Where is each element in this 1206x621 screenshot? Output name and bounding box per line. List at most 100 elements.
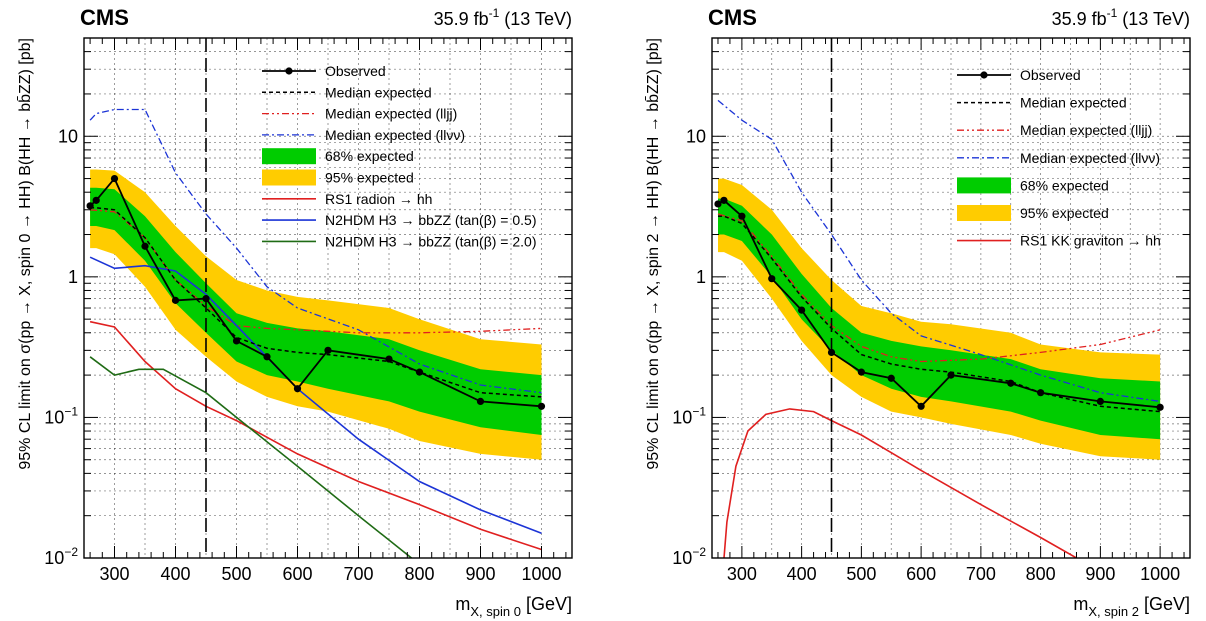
legend-label: Median expected bbox=[325, 84, 432, 100]
legend-entry: Median expected (llνν) bbox=[262, 127, 465, 143]
x-axis-label-unit: [GeV] bbox=[521, 594, 572, 614]
legend-label: Median expected (lljj) bbox=[325, 106, 457, 122]
x-tick-label: 900 bbox=[1085, 564, 1115, 584]
legend: Observed Median expected Median expected (… bbox=[262, 63, 537, 249]
x-tick-label: 300 bbox=[99, 564, 129, 584]
x-tick-label: 400 bbox=[787, 564, 817, 584]
observed-point bbox=[714, 200, 722, 208]
legend-entry: Median expected bbox=[262, 84, 432, 100]
y-tick-label: 10 bbox=[58, 126, 78, 146]
x-axis-label-unit: [GeV] bbox=[1139, 594, 1190, 614]
y-axis-label: 95% CL limit on σ(pp → X, spin 0 → HH) B… bbox=[17, 38, 34, 470]
theory-curve-3 bbox=[89, 356, 413, 558]
axis-ticks bbox=[712, 37, 1190, 559]
y-tick-label: 10−1 bbox=[44, 404, 78, 427]
x-axis-label: mX, spin 0 [GeV] bbox=[455, 594, 572, 619]
lumi-energy: (13 TeV) bbox=[499, 9, 572, 29]
y-tick-exp: −2 bbox=[692, 545, 706, 559]
y-tick-base: 10 bbox=[672, 548, 692, 568]
x-axis-label-sub: X, spin 0 bbox=[470, 604, 521, 619]
y-tick-label: 10−2 bbox=[672, 545, 706, 568]
y-tick-label: 10−2 bbox=[44, 545, 78, 568]
legend-label: RS1 KK graviton → hh bbox=[1020, 233, 1161, 249]
x-axis-label-main: m bbox=[455, 594, 470, 614]
observed-point bbox=[827, 348, 836, 357]
legend-entry: Median expected (lljj) bbox=[957, 122, 1152, 138]
median-expected-llvv-line bbox=[89, 108, 542, 394]
y-tick-base: 1 bbox=[696, 267, 706, 287]
median-expected-llvv-line bbox=[717, 99, 1161, 403]
observed-point bbox=[171, 296, 180, 304]
observed-point bbox=[110, 174, 119, 183]
observed-point bbox=[738, 212, 746, 220]
observed-point bbox=[476, 397, 485, 406]
x-tick-label: 1000 bbox=[521, 564, 561, 584]
y-tick-label: 10−1 bbox=[672, 404, 706, 427]
legend-marker-observed bbox=[980, 71, 988, 79]
legend-swatch-68 bbox=[957, 177, 1011, 194]
y-tick-exp: −2 bbox=[64, 545, 78, 559]
lumi-value: 35.9 fb bbox=[1052, 9, 1107, 29]
observed-point bbox=[887, 374, 895, 382]
lumi-label: 35.9 fb-1 (13 TeV) bbox=[434, 6, 572, 29]
legend-label: 68% expected bbox=[325, 148, 414, 164]
legend-label: 68% expected bbox=[1020, 177, 1109, 193]
legend-label: Observed bbox=[1020, 67, 1081, 83]
legend-entry: RS1 KK graviton → hh bbox=[957, 233, 1161, 249]
plot-area bbox=[712, 38, 1190, 558]
legend-swatch-68 bbox=[262, 148, 316, 165]
y-tick-exp: −1 bbox=[692, 404, 706, 418]
legend-entry: RS1 radion → hh bbox=[262, 191, 432, 207]
lumi-label: 35.9 fb-1 (13 TeV) bbox=[1052, 6, 1190, 29]
observed-point bbox=[86, 202, 94, 210]
legend-label: 95% expected bbox=[1020, 205, 1109, 221]
legend-entry: 68% expected bbox=[262, 148, 414, 165]
x-tick-label: 600 bbox=[282, 564, 312, 584]
legend-label: Observed bbox=[325, 63, 386, 79]
cms-label: CMS bbox=[708, 5, 757, 30]
observed-point bbox=[415, 368, 424, 376]
x-tick-label: 500 bbox=[846, 564, 876, 584]
plot-area bbox=[84, 38, 572, 558]
observed-point bbox=[798, 306, 806, 314]
legend-entry: Median expected bbox=[957, 95, 1127, 111]
x-tick-label: 800 bbox=[1026, 564, 1056, 584]
y-tick-label: 10 bbox=[686, 126, 706, 146]
lumi-exp: -1 bbox=[1107, 6, 1118, 20]
x-tick-label: 900 bbox=[465, 564, 495, 584]
observed-point bbox=[1007, 379, 1015, 387]
theory-curve-1 bbox=[723, 408, 1077, 558]
chart-panel-1: 300 400 500 600 700 800 900 100010−210−1110mX, … bbox=[17, 5, 573, 619]
legend-entry: N2HDM H3 → bbZZ (tan(β) = 0.5) bbox=[262, 212, 537, 228]
plot-frame bbox=[83, 37, 573, 559]
y-tick-exp: −1 bbox=[64, 404, 78, 418]
observed-point bbox=[141, 242, 149, 250]
observed-point bbox=[232, 337, 241, 345]
legend-swatch-95 bbox=[262, 169, 316, 186]
y-tick-base: 10 bbox=[44, 548, 64, 568]
x-tick-label: 700 bbox=[343, 564, 373, 584]
observed-point bbox=[263, 353, 271, 361]
y-tick-label: 1 bbox=[68, 267, 78, 287]
lumi-energy: (13 TeV) bbox=[1117, 9, 1190, 29]
observed-point bbox=[1096, 397, 1104, 406]
legend-entry: Median expected (lljj) bbox=[262, 106, 457, 122]
legend-entry: N2HDM H3 → bbZZ (tan(β) = 2.0) bbox=[262, 233, 537, 249]
theory-curve-2 bbox=[89, 256, 542, 534]
x-tick-label: 800 bbox=[404, 564, 434, 584]
legend-entry: 68% expected bbox=[957, 177, 1109, 194]
legend-label: N2HDM H3 → bbZZ (tan(β) = 2.0) bbox=[325, 233, 537, 249]
lumi-value: 35.9 fb bbox=[434, 9, 489, 29]
lumi-exp: -1 bbox=[489, 6, 500, 20]
observed-point bbox=[537, 402, 546, 410]
median-expected-line bbox=[90, 207, 542, 398]
legend-label: Median expected (lljj) bbox=[1020, 122, 1152, 138]
observed-point bbox=[720, 196, 728, 204]
legend-entry: Observed bbox=[957, 67, 1081, 83]
legend-label: RS1 radion → hh bbox=[325, 191, 432, 207]
cms-label: CMS bbox=[80, 5, 129, 30]
y-tick-label: 1 bbox=[696, 267, 706, 287]
y-axis-label: 95% CL limit on σ(pp → X, spin 2 → HH) B… bbox=[645, 38, 662, 470]
y-tick-base: 10 bbox=[58, 126, 78, 146]
x-tick-label: 700 bbox=[966, 564, 996, 584]
